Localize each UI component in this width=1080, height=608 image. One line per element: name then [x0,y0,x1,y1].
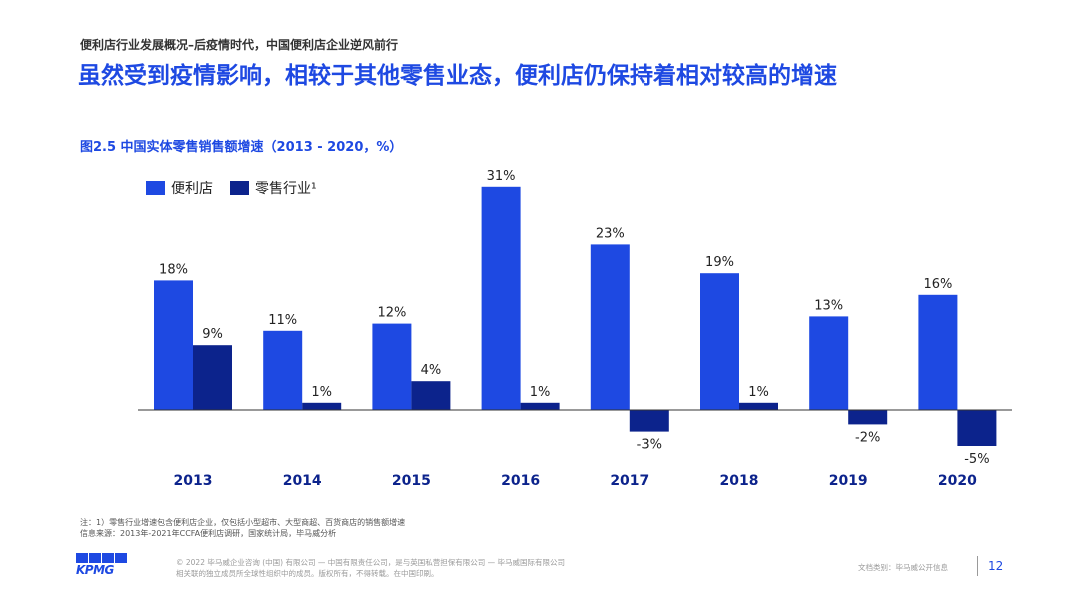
legend-swatch [230,181,249,195]
kpmg-logo: KPMG [76,553,136,579]
x-tick-label: 2015 [392,473,431,489]
data-label: -2% [855,430,880,445]
data-label: 18% [159,262,188,277]
x-tick-label: 2016 [501,473,540,489]
data-label: 23% [596,226,625,241]
bar-retail-2016 [520,402,560,410]
legal-text: © 2022 毕马威企业咨询 (中国) 有限公司 — 中国有限责任公司，是与英国… [176,557,646,579]
x-tick-label: 2019 [829,473,868,489]
x-tick-label: 2013 [174,473,213,489]
bar-convenience-2020 [918,294,958,410]
logo-boxes [76,553,136,563]
data-label: 1% [530,385,551,400]
bar-retail-2020 [957,410,997,446]
chart-title: 图2.5 中国实体零售销售额增速（2013 - 2020，%） [80,140,403,155]
legend-label: 便利店 [171,181,213,197]
bar-retail-2019 [848,410,888,425]
footnote: 注：1）零售行业增速包含便利店企业，仅包括小型超市、大型商超、百货商店的销售额增… [80,518,406,527]
bar-convenience-2014 [263,330,303,410]
legend-label: 零售行业¹ [255,181,317,197]
document-classification: 文档类别：毕马威公开信息 [858,563,948,572]
legal-line-1: © 2022 毕马威企业咨询 (中国) 有限公司 — 中国有限责任公司，是与英国… [176,558,566,567]
data-label: 11% [268,313,297,328]
data-label: 1% [311,385,332,400]
bar-retail-2017 [629,410,669,432]
page-headline: 虽然受到疫情影响，相较于其他零售业态，便利店仍保持着相对较高的增速 [78,63,837,89]
x-tick-label: 2018 [720,473,759,489]
x-tick-label: 2017 [610,473,649,489]
data-label: -3% [637,438,662,453]
bar-convenience-2017 [590,244,630,410]
bar-convenience-2016 [481,186,521,410]
legal-line-2: 相关联的独立成员所全球性组织中的成员。版权所有，不得转载。在中国印刷。 [176,569,439,578]
data-label: -5% [964,452,989,467]
legend-swatch [146,181,165,195]
page-number: 12 [988,559,1004,573]
bar-convenience-2019 [809,316,849,410]
data-label: 19% [705,255,734,270]
bar-convenience-2018 [700,273,739,410]
data-label: 12% [377,306,406,321]
data-label: 4% [421,363,442,378]
bar-retail-2018 [739,402,778,410]
data-label: 9% [202,327,223,342]
bar-convenience-2015 [372,323,412,410]
x-tick-label: 2020 [938,473,977,489]
bar-retail-2014 [302,402,342,410]
data-label: 1% [748,385,769,400]
page-divider [977,556,978,576]
section-label: 便利店行业发展概况–后疫情时代，中国便利店企业逆风前行 [80,38,399,52]
data-label: 16% [923,277,952,292]
source-note: 信息来源：2013年-2021年CCFA便利店调研，国家统计局，毕马威分析 [80,529,337,538]
data-label: 13% [814,298,843,313]
x-tick-label: 2014 [283,473,322,489]
chart-notes: 注：1）零售行业增速包含便利店企业，仅包括小型超市、大型商超、百货商店的销售额增… [80,517,405,539]
logo-text: KPMG [76,563,114,577]
data-label: 31% [487,169,516,184]
bar-retail-2013 [193,345,232,410]
bar-retail-2015 [411,381,451,410]
bar-convenience-2013 [154,280,193,410]
